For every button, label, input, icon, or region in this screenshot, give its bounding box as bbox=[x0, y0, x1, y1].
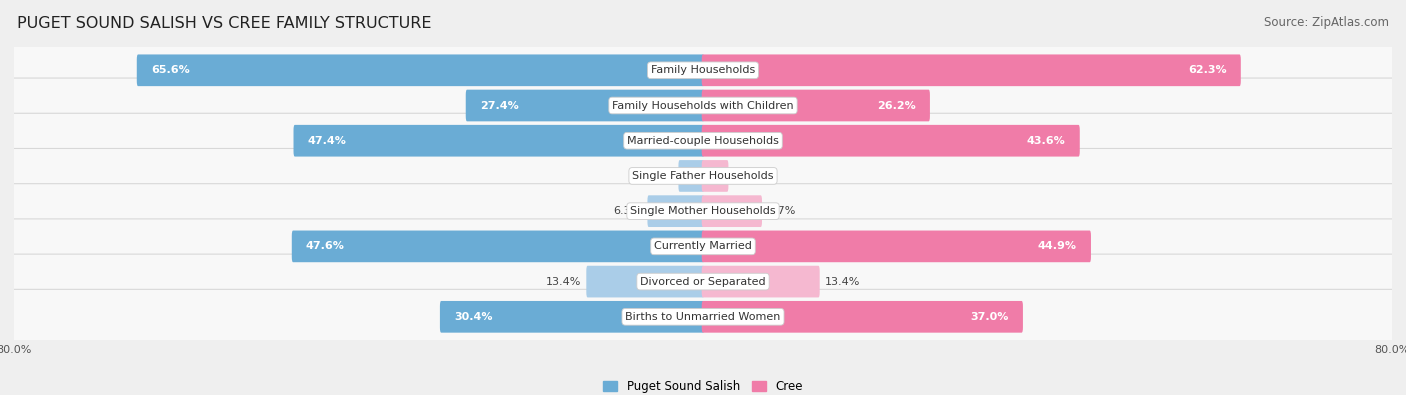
FancyBboxPatch shape bbox=[294, 125, 704, 156]
Text: 26.2%: 26.2% bbox=[877, 100, 915, 111]
FancyBboxPatch shape bbox=[7, 149, 1399, 203]
FancyBboxPatch shape bbox=[440, 301, 704, 333]
Text: Source: ZipAtlas.com: Source: ZipAtlas.com bbox=[1264, 16, 1389, 29]
FancyBboxPatch shape bbox=[7, 290, 1399, 344]
FancyBboxPatch shape bbox=[465, 90, 704, 121]
Text: Family Households with Children: Family Households with Children bbox=[612, 100, 794, 111]
Text: 43.6%: 43.6% bbox=[1026, 136, 1066, 146]
FancyBboxPatch shape bbox=[7, 113, 1399, 168]
Text: 2.8%: 2.8% bbox=[734, 171, 762, 181]
Text: 30.4%: 30.4% bbox=[454, 312, 492, 322]
FancyBboxPatch shape bbox=[7, 78, 1399, 133]
FancyBboxPatch shape bbox=[647, 195, 704, 227]
Legend: Puget Sound Salish, Cree: Puget Sound Salish, Cree bbox=[599, 376, 807, 395]
Text: 47.4%: 47.4% bbox=[308, 136, 347, 146]
Text: PUGET SOUND SALISH VS CREE FAMILY STRUCTURE: PUGET SOUND SALISH VS CREE FAMILY STRUCT… bbox=[17, 16, 432, 31]
Text: Single Father Households: Single Father Households bbox=[633, 171, 773, 181]
Text: Married-couple Households: Married-couple Households bbox=[627, 136, 779, 146]
Text: 6.3%: 6.3% bbox=[613, 206, 643, 216]
FancyBboxPatch shape bbox=[702, 195, 762, 227]
FancyBboxPatch shape bbox=[702, 55, 1241, 86]
Text: Births to Unmarried Women: Births to Unmarried Women bbox=[626, 312, 780, 322]
Text: Currently Married: Currently Married bbox=[654, 241, 752, 251]
FancyBboxPatch shape bbox=[702, 125, 1080, 156]
FancyBboxPatch shape bbox=[136, 55, 704, 86]
FancyBboxPatch shape bbox=[679, 160, 704, 192]
FancyBboxPatch shape bbox=[7, 184, 1399, 239]
FancyBboxPatch shape bbox=[292, 231, 704, 262]
Text: Divorced or Separated: Divorced or Separated bbox=[640, 276, 766, 287]
Text: 13.4%: 13.4% bbox=[825, 276, 860, 287]
Text: Family Households: Family Households bbox=[651, 65, 755, 75]
FancyBboxPatch shape bbox=[702, 231, 1091, 262]
Text: 62.3%: 62.3% bbox=[1188, 65, 1226, 75]
Text: 27.4%: 27.4% bbox=[479, 100, 519, 111]
FancyBboxPatch shape bbox=[702, 160, 728, 192]
Text: 37.0%: 37.0% bbox=[970, 312, 1008, 322]
Text: 2.7%: 2.7% bbox=[644, 171, 673, 181]
FancyBboxPatch shape bbox=[586, 266, 704, 297]
FancyBboxPatch shape bbox=[702, 301, 1024, 333]
FancyBboxPatch shape bbox=[702, 90, 929, 121]
Text: 65.6%: 65.6% bbox=[150, 65, 190, 75]
FancyBboxPatch shape bbox=[7, 43, 1399, 98]
Text: 47.6%: 47.6% bbox=[307, 241, 344, 251]
FancyBboxPatch shape bbox=[7, 254, 1399, 309]
FancyBboxPatch shape bbox=[702, 266, 820, 297]
Text: Single Mother Households: Single Mother Households bbox=[630, 206, 776, 216]
FancyBboxPatch shape bbox=[7, 219, 1399, 274]
Text: 44.9%: 44.9% bbox=[1038, 241, 1077, 251]
Text: 6.7%: 6.7% bbox=[768, 206, 796, 216]
Text: 13.4%: 13.4% bbox=[546, 276, 581, 287]
